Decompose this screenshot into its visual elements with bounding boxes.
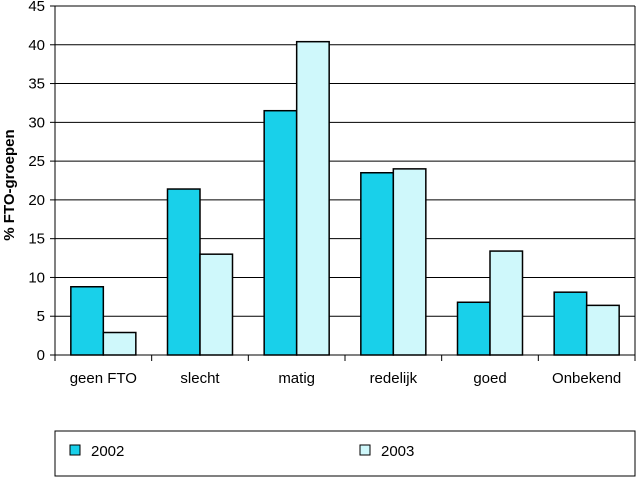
y-axis-title: % FTO-groepen [1,129,18,240]
bar-2003-1 [199,253,234,356]
gridlines [50,5,635,356]
legend-label-2002: 2002 [91,443,124,460]
bar-2003-5 [585,304,620,356]
y-tick-label: 0 [37,347,45,364]
bar-2002-2 [263,109,298,356]
x-tick-label: redelijk [370,370,418,387]
legend: 2002 2003 [54,430,636,477]
legend-box [54,430,636,477]
x-tick-label: geen FTO [70,370,137,387]
y-tick-label: 5 [37,308,45,325]
y-tick-label: 30 [28,114,45,131]
bar-2002-4 [456,301,491,356]
bars [70,40,620,356]
bar-2002-1 [166,188,201,356]
x-tick-label: goed [473,370,506,387]
bar-2003-0 [102,331,137,356]
x-tick-labels: geen FTO slecht matig redelijk goed Onbekend [54,355,636,387]
bar-2002-5 [553,291,588,356]
legend-label-2003: 2003 [381,443,414,460]
bar-2003-4 [489,250,524,356]
y-tick-label: 25 [28,153,45,170]
bar-2003-2 [295,40,330,356]
bar-2003-3 [392,168,427,356]
bar-2002-0 [70,286,105,356]
axes [54,6,636,356]
bar-2002-3 [360,171,395,356]
y-tick-labels: 0 5 10 15 20 25 30 35 40 45 [28,0,45,364]
y-tick-label: 15 [28,231,45,248]
x-tick-label: matig [278,370,315,387]
x-tick-label: slecht [180,370,220,387]
y-tick-label: 45 [28,0,45,15]
y-tick-label: 40 [28,37,45,54]
legend-swatch-2003 [359,444,371,456]
y-tick-label: 10 [28,269,45,286]
x-tick-label: Onbekend [552,370,621,387]
y-tick-label: 20 [28,192,45,209]
legend-swatch-2002 [69,444,81,456]
y-tick-label: 35 [28,76,45,93]
